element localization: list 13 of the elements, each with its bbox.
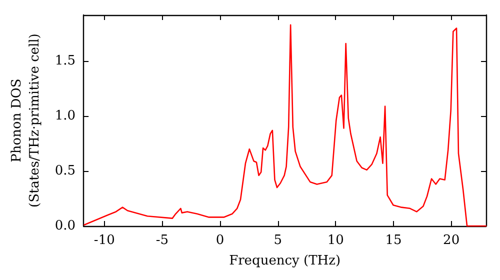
- y-axis-title: Phonon DOS (States/THz·primitive cell): [10, 33, 42, 208]
- y-tick-label: 0.5: [54, 164, 76, 179]
- x-tick-label: 20: [443, 233, 460, 248]
- x-tick-label: 5: [274, 233, 282, 248]
- y-tick-label: 0.0: [54, 218, 76, 234]
- x-tick-label: 15: [385, 233, 402, 248]
- x-tick-label: 10: [327, 233, 344, 248]
- y-tick-label: 1.0: [54, 108, 76, 124]
- x-tick-label: -5: [156, 233, 169, 248]
- x-axis-title: Frequency (THz): [229, 253, 341, 268]
- x-tick-label: -10: [94, 233, 115, 248]
- x-tick-label: 0: [216, 233, 224, 248]
- y-tick-label: 1.5: [54, 54, 76, 69]
